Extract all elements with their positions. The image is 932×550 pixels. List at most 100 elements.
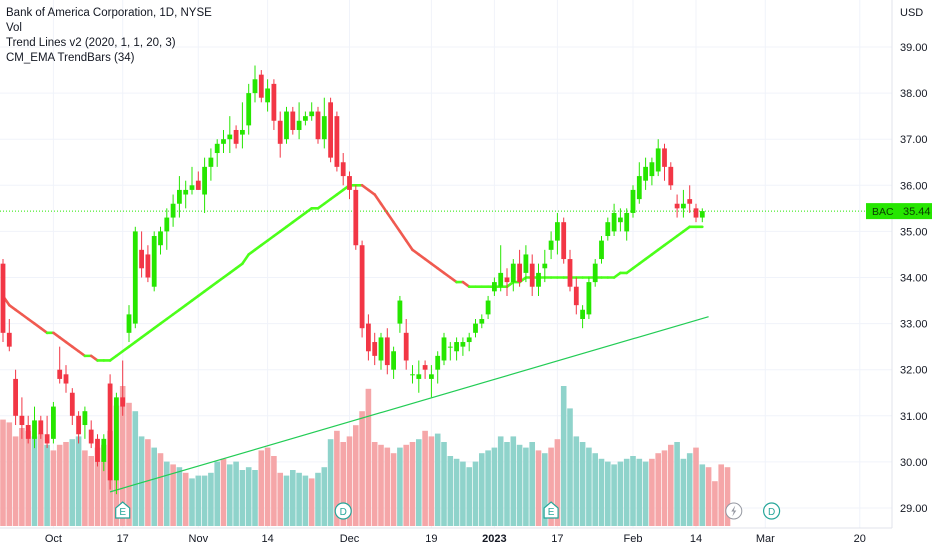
candle[interactable] bbox=[542, 249, 548, 283]
candle[interactable] bbox=[63, 365, 69, 393]
candle[interactable] bbox=[479, 314, 485, 329]
candle[interactable] bbox=[284, 106, 289, 144]
candle[interactable] bbox=[466, 332, 472, 352]
candle[interactable] bbox=[340, 153, 346, 186]
candle[interactable] bbox=[334, 111, 340, 172]
dividend-marker[interactable]: D bbox=[762, 502, 781, 520]
candle[interactable] bbox=[397, 295, 403, 333]
candle[interactable] bbox=[69, 388, 75, 426]
candle[interactable] bbox=[517, 249, 522, 287]
candle[interactable] bbox=[258, 70, 264, 103]
candle[interactable] bbox=[227, 116, 233, 154]
candle[interactable] bbox=[624, 208, 630, 241]
candle[interactable] bbox=[391, 346, 396, 379]
candle[interactable] bbox=[643, 157, 648, 190]
ema-line[interactable] bbox=[1, 184, 704, 362]
candle[interactable] bbox=[214, 139, 220, 167]
candle[interactable] bbox=[473, 318, 478, 338]
candle[interactable] bbox=[321, 97, 327, 149]
candle[interactable] bbox=[378, 332, 384, 370]
candle[interactable] bbox=[240, 102, 245, 149]
candle[interactable] bbox=[296, 102, 302, 140]
candle[interactable] bbox=[655, 139, 661, 177]
candle[interactable] bbox=[485, 295, 491, 319]
candle[interactable] bbox=[454, 337, 459, 361]
candle[interactable] bbox=[177, 176, 182, 218]
candle[interactable] bbox=[265, 79, 270, 112]
candle[interactable] bbox=[246, 83, 252, 135]
trend-lines-indicator-label[interactable]: Trend Lines v2 (2020, 1, 1, 20, 3) bbox=[6, 37, 176, 49]
candle[interactable] bbox=[536, 263, 541, 296]
candle[interactable] bbox=[410, 365, 415, 384]
candle[interactable] bbox=[492, 277, 497, 296]
candle[interactable] bbox=[416, 360, 422, 393]
time-axis[interactable]: Oct 17 Nov 14 Dec 19 2023 17 Feb 14 Mar 20 bbox=[0, 527, 892, 545]
candle[interactable] bbox=[271, 79, 277, 130]
symbol-title[interactable]: Bank of America Corporation, 1D, NYSE bbox=[6, 7, 212, 19]
candle[interactable] bbox=[372, 332, 378, 366]
candle[interactable] bbox=[510, 259, 516, 292]
candle[interactable] bbox=[636, 162, 642, 204]
candle[interactable] bbox=[548, 231, 554, 260]
candle[interactable] bbox=[347, 171, 352, 200]
candle[interactable] bbox=[668, 162, 674, 190]
candle[interactable] bbox=[145, 245, 151, 283]
candle[interactable] bbox=[120, 360, 126, 416]
candle[interactable] bbox=[523, 245, 529, 283]
candle[interactable] bbox=[366, 314, 371, 361]
candle[interactable] bbox=[303, 111, 308, 126]
candle[interactable] bbox=[170, 194, 176, 227]
candle[interactable] bbox=[630, 185, 636, 218]
candle[interactable] bbox=[674, 194, 680, 218]
candle[interactable] bbox=[95, 434, 100, 467]
candle[interactable] bbox=[359, 240, 365, 338]
candle[interactable] bbox=[529, 254, 535, 296]
trend-line[interactable] bbox=[109, 316, 709, 493]
earnings-marker[interactable]: E bbox=[543, 501, 559, 519]
candle[interactable] bbox=[51, 401, 56, 444]
candle[interactable] bbox=[6, 318, 12, 352]
candle[interactable] bbox=[498, 245, 504, 292]
candle[interactable] bbox=[681, 189, 686, 218]
candle[interactable] bbox=[561, 217, 567, 264]
candle[interactable] bbox=[0, 259, 6, 343]
candle[interactable] bbox=[183, 180, 189, 209]
candle[interactable] bbox=[328, 97, 333, 163]
candle[interactable] bbox=[88, 420, 94, 449]
candle[interactable] bbox=[422, 360, 428, 379]
candle[interactable] bbox=[460, 337, 466, 356]
candle[interactable] bbox=[599, 236, 604, 264]
candle[interactable] bbox=[353, 185, 359, 250]
candle[interactable] bbox=[126, 305, 132, 343]
candle[interactable] bbox=[252, 65, 258, 103]
earnings-marker[interactable]: E bbox=[115, 501, 131, 519]
candle[interactable] bbox=[57, 346, 63, 384]
candle[interactable] bbox=[662, 143, 667, 181]
candle[interactable] bbox=[429, 365, 434, 398]
candle[interactable] bbox=[13, 369, 18, 426]
candle[interactable] bbox=[202, 157, 207, 213]
candle[interactable] bbox=[195, 171, 201, 190]
candle[interactable] bbox=[555, 212, 560, 255]
candle[interactable] bbox=[114, 392, 119, 495]
candle[interactable] bbox=[649, 157, 655, 186]
candle[interactable] bbox=[107, 374, 113, 490]
candle[interactable] bbox=[290, 106, 296, 135]
news-marker[interactable] bbox=[725, 502, 743, 520]
candle[interactable] bbox=[221, 129, 226, 154]
candle[interactable] bbox=[158, 226, 163, 255]
candle[interactable] bbox=[580, 305, 585, 329]
candle[interactable] bbox=[25, 415, 31, 444]
candle[interactable] bbox=[687, 185, 693, 213]
candle[interactable] bbox=[44, 415, 50, 449]
candle[interactable] bbox=[699, 208, 705, 223]
ema-indicator-label[interactable]: CM_EMA TrendBars (34) bbox=[6, 52, 135, 64]
candle[interactable] bbox=[605, 217, 611, 241]
candle[interactable] bbox=[151, 231, 157, 292]
candle[interactable] bbox=[32, 406, 37, 449]
candle[interactable] bbox=[573, 277, 579, 315]
volume-indicator-label[interactable]: Vol bbox=[6, 22, 22, 34]
candle[interactable] bbox=[586, 277, 592, 319]
